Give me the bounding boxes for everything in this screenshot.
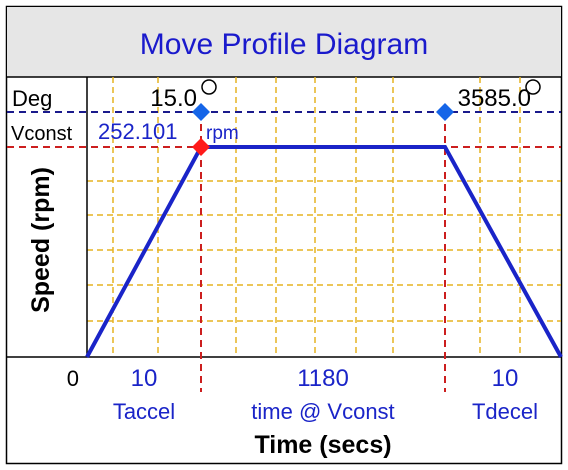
start-position-marker[interactable] [192, 103, 210, 121]
diagram-title: Move Profile Diagram [140, 28, 428, 61]
vconst-time-value: 1180 [297, 365, 349, 392]
circle-handle-icon[interactable] [201, 79, 217, 95]
taccel-label: Taccel [113, 399, 175, 424]
vconst-marker[interactable] [192, 138, 210, 156]
tdecel-label: Tdecel [472, 399, 538, 424]
tdecel-value: 10 [492, 365, 519, 392]
circle-handle-icon[interactable] [525, 79, 541, 95]
taccel-value: 10 [131, 365, 158, 392]
start-deg-value: 15.0 [150, 85, 197, 112]
vconst-rpm-value: 252.101 [98, 119, 178, 144]
diagram-frame [5, 5, 563, 465]
end-position-marker[interactable] [436, 103, 454, 121]
deg-label: Deg [12, 86, 52, 111]
y-axis-label: Speed (rpm) [27, 167, 55, 313]
vconst-label: Vconst [11, 123, 73, 145]
time-origin-label: 0 [67, 366, 79, 391]
x-axis-label: Time (secs) [254, 431, 391, 459]
vconst-time-label: time @ Vconst [251, 399, 394, 424]
title-bar [7, 7, 561, 77]
end-deg-value: 3585.0 [458, 85, 531, 112]
rpm-unit-label: rpm [206, 123, 239, 144]
speed-profile-line [85, 145, 563, 358]
